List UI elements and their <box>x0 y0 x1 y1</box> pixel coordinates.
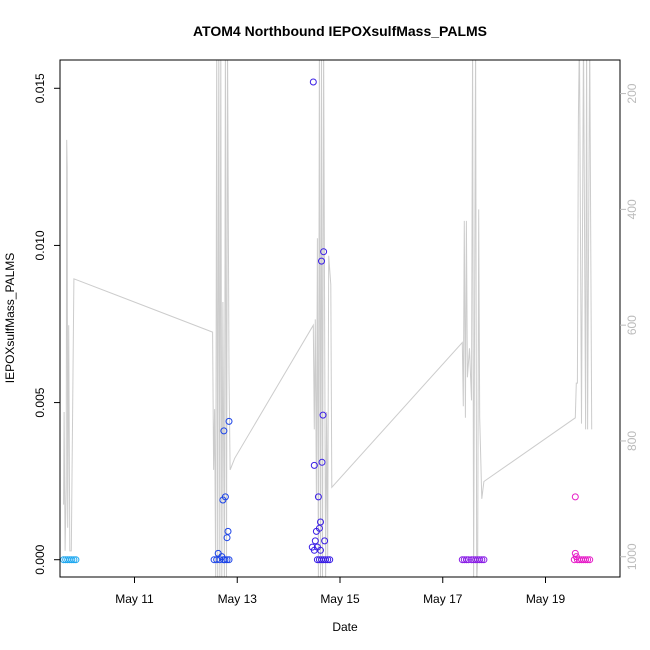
data-point <box>584 556 592 564</box>
right-tick-label: 1000 <box>625 543 639 570</box>
data-point <box>221 556 229 564</box>
data-point <box>571 493 579 501</box>
y-tick-label: 0.005 <box>33 387 47 417</box>
data-point <box>225 556 233 564</box>
axes: May 11 May 13 May 15 May 17 May 19 0.000 0.005… <box>33 59 639 606</box>
data-point <box>464 556 472 564</box>
x-tick-label: May 15 <box>320 592 360 606</box>
data-point <box>480 556 488 564</box>
altitude-line <box>63 60 593 577</box>
right-tick-label: 400 <box>625 199 639 219</box>
data-point <box>68 556 76 564</box>
data-point <box>72 556 80 564</box>
right-tick-label: 600 <box>625 315 639 335</box>
x-tick-label: May 19 <box>526 592 566 606</box>
data-point <box>314 493 322 501</box>
data-point <box>317 518 324 526</box>
right-tick-label: 200 <box>625 83 639 103</box>
data-point <box>220 427 228 435</box>
x-tick-label: May 13 <box>218 592 258 606</box>
y-tick-label: 0.010 <box>33 230 47 260</box>
data-point <box>70 556 78 564</box>
data-point <box>476 556 484 564</box>
x-tick-label: May 17 <box>423 592 463 606</box>
data-point <box>223 534 231 542</box>
data-point <box>318 257 325 265</box>
plot-frame <box>59 59 621 578</box>
data-point <box>478 556 486 564</box>
data-point <box>326 556 334 564</box>
data-point <box>462 556 470 564</box>
y-tick-label: 0.000 <box>33 544 47 574</box>
data-point <box>570 556 578 564</box>
data-point <box>213 556 221 564</box>
data-point <box>225 417 233 425</box>
data-point <box>221 493 229 501</box>
data-point <box>320 248 328 256</box>
data-point <box>319 411 327 419</box>
chart-title: ATOM4 Northbound IEPOXsulfMass_PALMS <box>193 23 487 39</box>
data-point <box>321 537 329 545</box>
x-tick-label: May 11 <box>115 592 154 606</box>
data-point <box>586 556 594 564</box>
data-points <box>60 78 594 564</box>
data-point <box>317 546 324 554</box>
data-point <box>460 556 468 564</box>
y-axis-label: IEPOXsulfMass_PALMS <box>3 253 17 384</box>
data-point <box>582 556 590 564</box>
data-point <box>324 556 332 564</box>
x-axis-label: Date <box>332 620 358 634</box>
data-point <box>311 537 319 545</box>
data-point <box>318 458 326 466</box>
data-point <box>309 78 317 86</box>
y-tick-label: 0.015 <box>33 73 47 103</box>
right-tick-label: 800 <box>625 431 639 451</box>
data-point <box>223 556 231 564</box>
data-point <box>322 556 330 564</box>
data-point <box>310 461 318 469</box>
altitude-series <box>63 60 593 577</box>
